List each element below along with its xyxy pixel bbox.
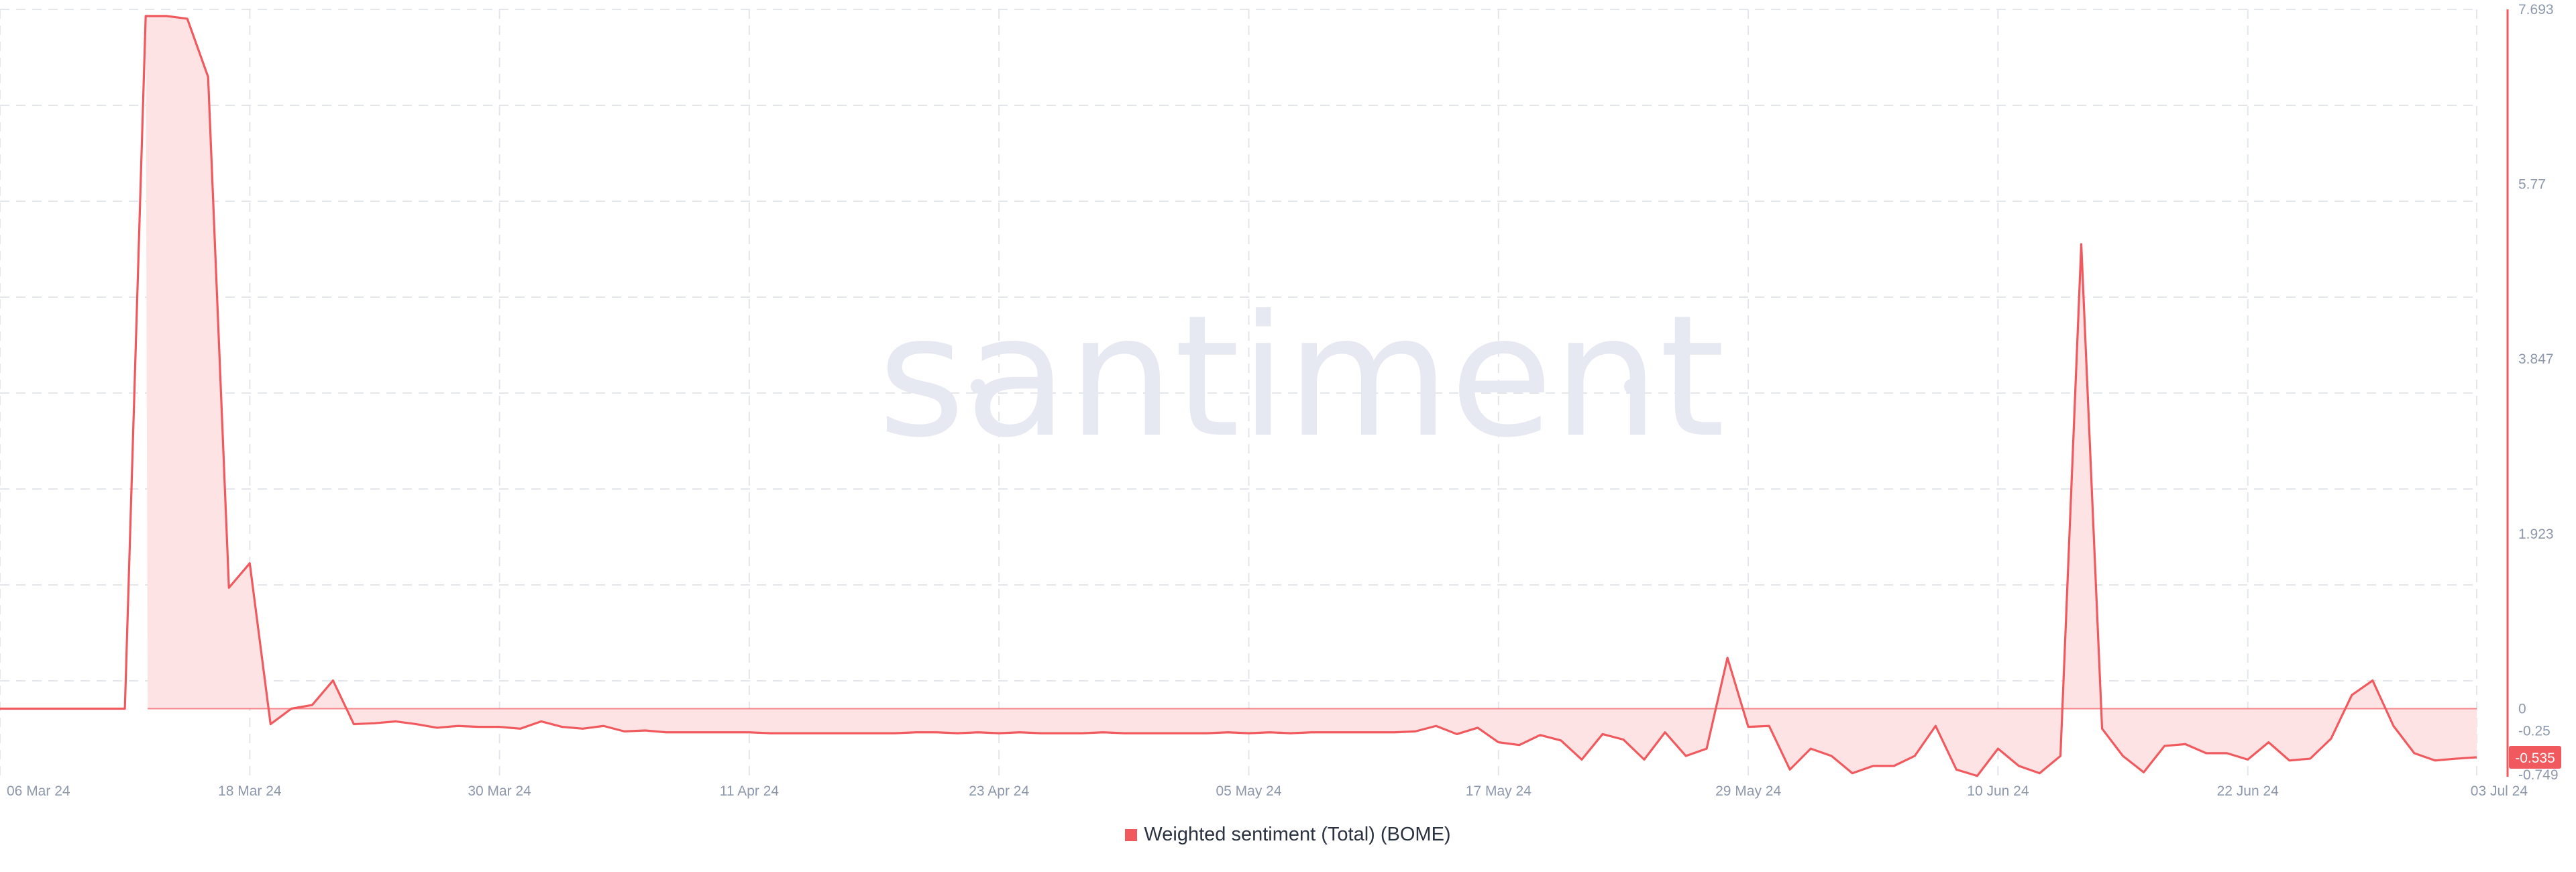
series-line [0,15,2477,777]
last-value-badge: -0.535 [2509,746,2561,769]
x-axis: 06 Mar 24 18 Mar 24 30 Mar 24 11 Apr 24 23 A… [7,783,2528,799]
series-layer [0,15,2477,777]
watermark-dot-right [1624,379,1639,394]
x-tick-label: 11 Apr 24 [720,783,780,799]
watermark-dot-left [971,379,985,394]
y-tick-label: 3.847 [2518,351,2554,367]
x-tick-label: 05 May 24 [1216,783,1281,799]
x-tick-label: 30 Mar 24 [468,783,531,799]
y-tick-label: -0.25 [2518,723,2551,739]
y-axis: 7.693 5.77 3.847 1.923 0 -0.25 -0.749 [2506,2,2559,783]
legend-label: Weighted sentiment (Total) (BOME) [1144,824,1451,845]
legend-swatch [1125,829,1138,841]
x-tick-label: 23 Apr 24 [969,783,1029,799]
watermark-text: santiment [877,279,1725,474]
y-tick-label: 7.693 [2518,2,2554,17]
x-tick-label: 18 Mar 24 [218,783,282,799]
last-value-badge-bg [2509,746,2561,769]
y-tick-label: -0.749 [2518,767,2559,783]
y-tick-label: 5.77 [2518,177,2546,193]
legend[interactable]: Weighted sentiment (Total) (BOME) [0,824,2576,846]
y-tick-label: 1.923 [2518,527,2554,542]
x-tick-label: 17 May 24 [1466,783,1532,799]
x-tick-label: 29 May 24 [1715,783,1781,799]
x-tick-label: 10 Jun 24 [1967,783,2029,799]
x-tick-label: 03 Jul 24 [2471,783,2528,799]
last-value-badge-text: -0.535 [2515,751,2555,766]
x-tick-label: 06 Mar 24 [7,783,70,799]
y-tick-label: 0 [2518,702,2526,717]
x-tick-label: 22 Jun 24 [2217,783,2279,799]
